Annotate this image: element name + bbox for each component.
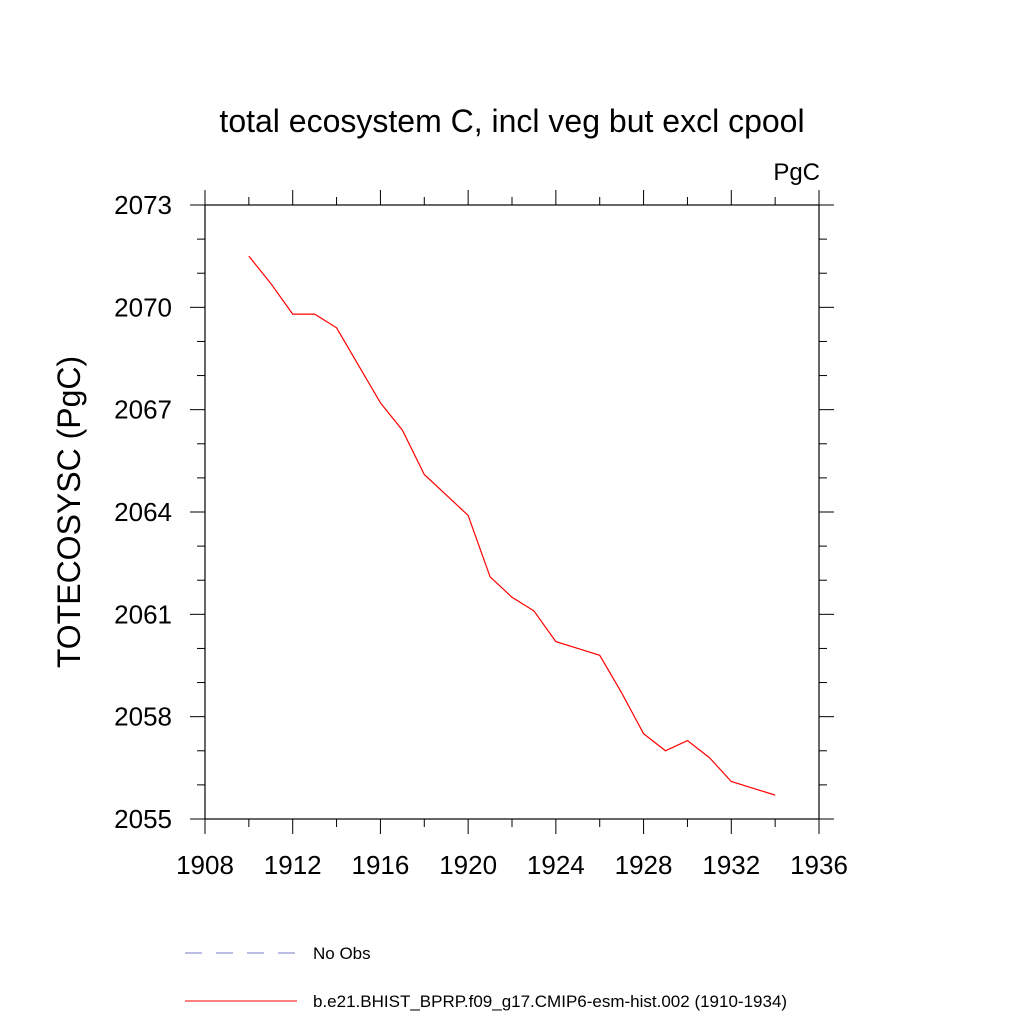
x-tick-label: 1920: [439, 850, 497, 880]
series-line-1: [248, 255, 776, 796]
y-tick-label: 2055: [114, 804, 172, 834]
y-tick-label: 2061: [114, 599, 172, 629]
legend-label-no-obs: No Obs: [313, 944, 371, 963]
x-tick-label: 1916: [352, 850, 410, 880]
chart-title: total ecosystem C, incl veg but excl cpo…: [219, 103, 804, 139]
y-tick-label: 2067: [114, 395, 172, 425]
plot-frame: [204, 204, 820, 820]
y-tick-label: 2070: [114, 292, 172, 322]
y-axis-label: TOTECOSYSC (PgC): [51, 356, 87, 668]
units-label: PgC: [773, 159, 820, 186]
x-tick-label: 1908: [176, 850, 234, 880]
x-tick-label: 1912: [264, 850, 322, 880]
x-tick-label: 1928: [615, 850, 673, 880]
x-tick-label: 1924: [527, 850, 585, 880]
series-layer: [248, 255, 776, 796]
tick-labels: 1908 1912 1916 1920 1924 1928 1932 1936 2055 2058…: [114, 190, 848, 880]
y-tick-label: 2064: [114, 497, 172, 527]
legend-label-model: b.e21.BHIST_BPRP.f09_g17.CMIP6-esm-hist.…: [313, 992, 787, 1011]
y-tick-label: 2073: [114, 190, 172, 220]
legend: No Obs b.e21.BHIST_BPRP.f09_g17.CMIP6-es…: [185, 944, 787, 1011]
x-tick-label: 1932: [702, 850, 760, 880]
y-tick-label: 2058: [114, 702, 172, 732]
axis-ticks: [190, 190, 834, 834]
x-tick-label: 1936: [790, 850, 848, 880]
